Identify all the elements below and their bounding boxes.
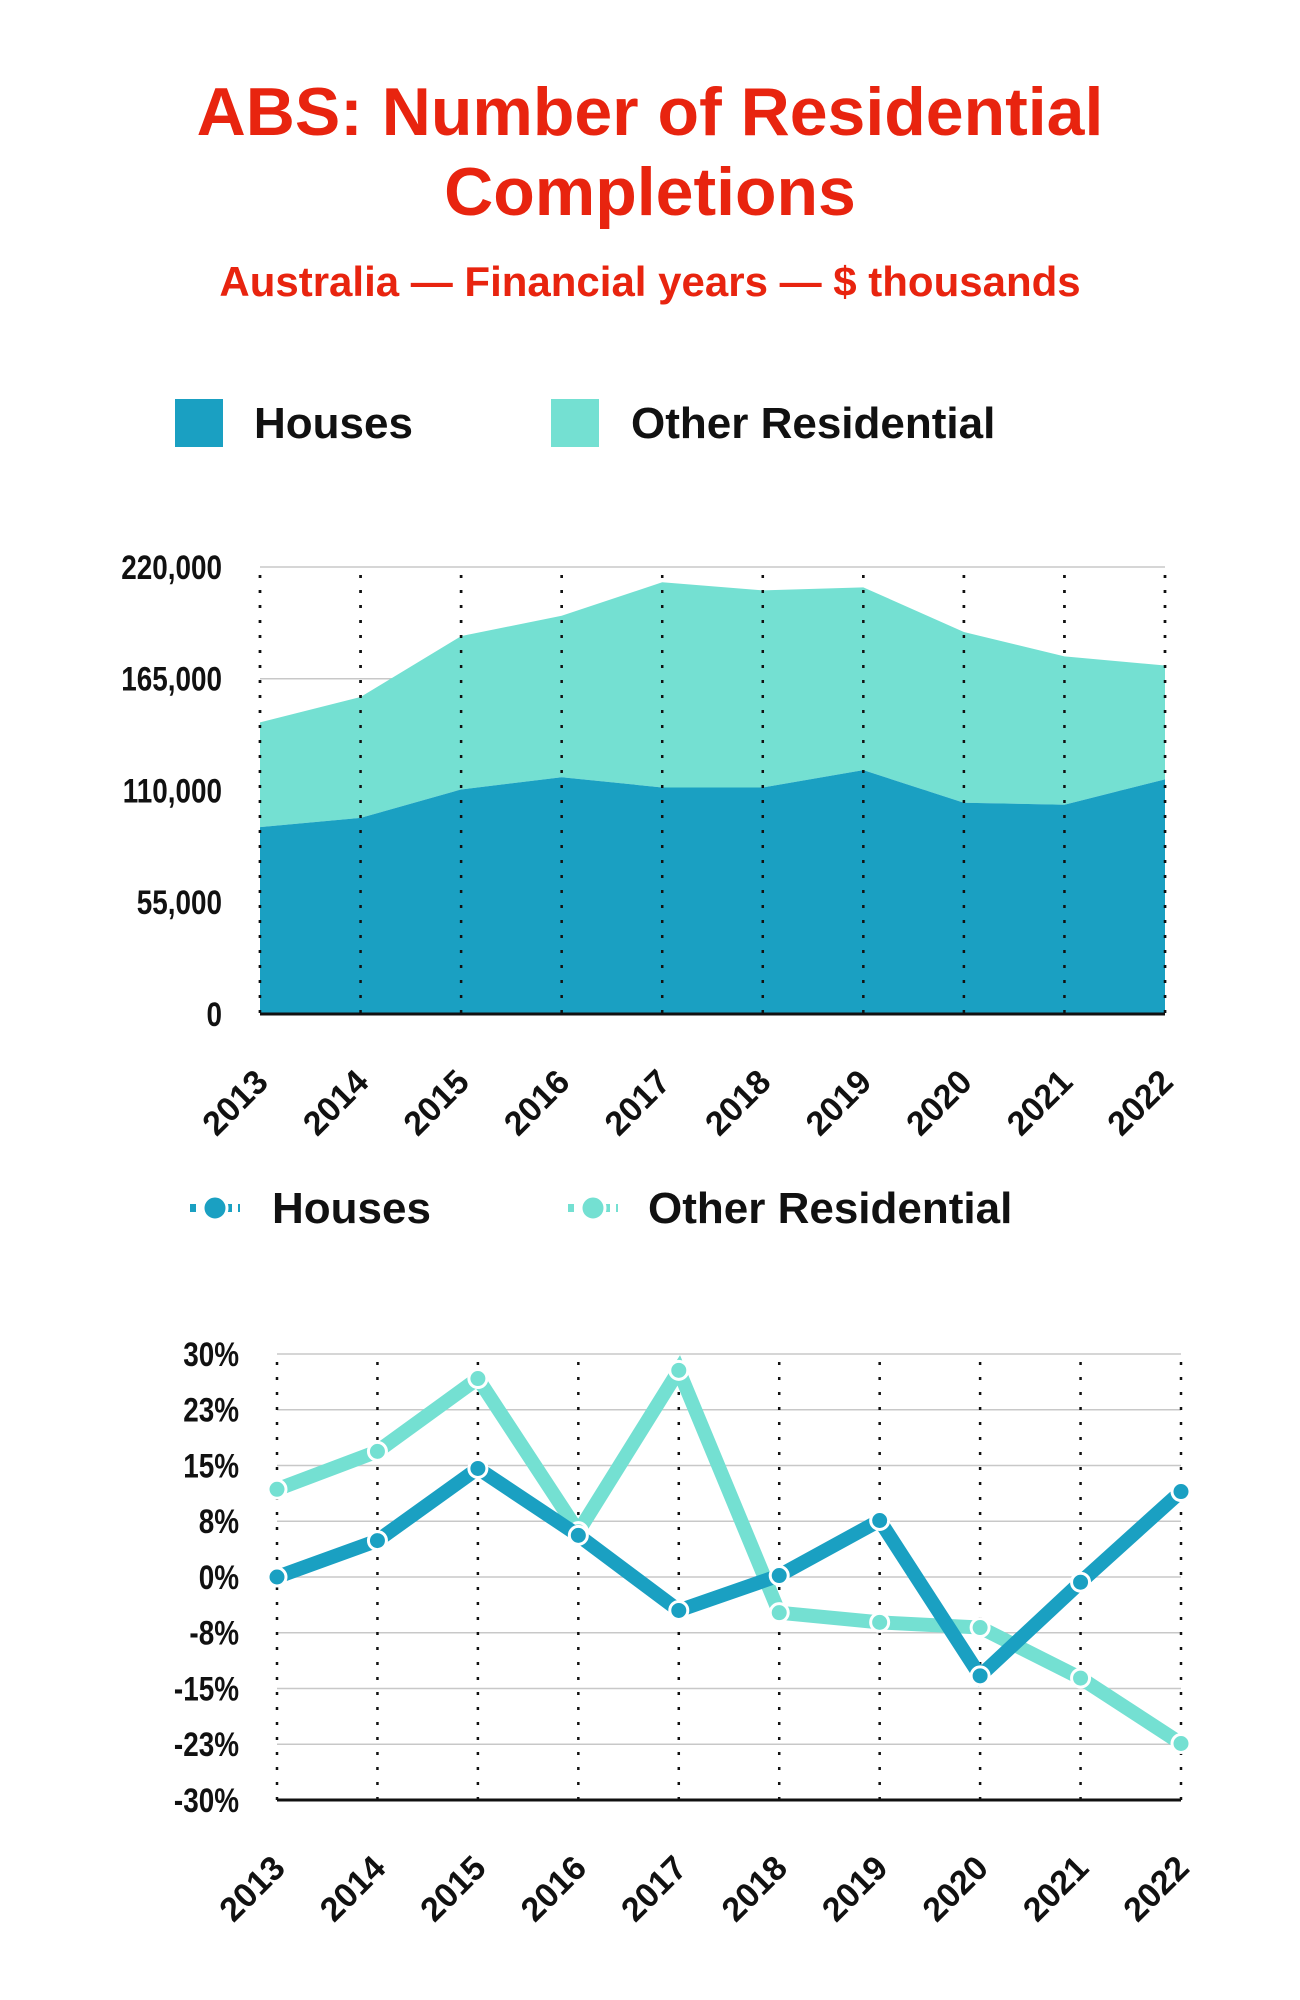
area-other-residential — [260, 582, 1165, 828]
y-tick-label: 8% — [199, 1503, 239, 1541]
x-tick-label: 2014 — [313, 1849, 393, 1929]
area-houses — [260, 770, 1165, 1014]
x-tick-label: 2022 — [1100, 1063, 1180, 1143]
x-tick-label: 2015 — [413, 1849, 493, 1929]
x-tick-label: 2015 — [396, 1063, 476, 1143]
data-point — [1070, 1667, 1092, 1689]
data-point — [567, 1524, 589, 1546]
x-tick-label: 2013 — [212, 1849, 292, 1929]
y-tick-label: -15% — [174, 1670, 239, 1708]
y-tick-label: 30% — [183, 1335, 239, 1373]
x-tick-label: 2017 — [614, 1849, 694, 1929]
x-tick-label: 2019 — [815, 1849, 895, 1929]
y-tick-label: 23% — [183, 1391, 239, 1429]
x-tick-label: 2017 — [598, 1063, 678, 1143]
y-tick-label: 0 — [206, 995, 222, 1033]
legend-label-houses: Houses — [272, 1184, 431, 1233]
data-point — [768, 1565, 790, 1587]
x-tick-label: 2020 — [915, 1849, 995, 1929]
legend-marker-icon — [201, 1194, 229, 1222]
data-point — [869, 1611, 891, 1633]
data-point — [869, 1510, 891, 1532]
x-tick-label: 2014 — [296, 1063, 376, 1143]
series-line-houses — [274, 1459, 1186, 1687]
x-tick-label: 2016 — [514, 1849, 594, 1929]
data-point — [1170, 1733, 1192, 1755]
data-point — [668, 1359, 690, 1381]
data-point — [1070, 1571, 1092, 1593]
legend-label-other-residential: Other Residential — [648, 1184, 1012, 1233]
y-tick-label: 165,000 — [121, 660, 222, 698]
y-tick-label: 0% — [199, 1558, 239, 1596]
data-point — [266, 1478, 288, 1500]
y-tick-label: 15% — [183, 1447, 239, 1485]
legend-label-houses: Houses — [254, 399, 413, 448]
x-tick-label: 2021 — [1000, 1063, 1080, 1143]
y-tick-label: -8% — [189, 1614, 239, 1652]
data-point — [668, 1599, 690, 1621]
series-line-other-residential — [274, 1355, 1185, 1750]
x-tick-label: 2019 — [799, 1063, 879, 1143]
data-point — [366, 1530, 388, 1552]
data-point — [366, 1440, 388, 1462]
data-point — [969, 1617, 991, 1639]
legend-swatch-icon — [175, 399, 223, 447]
chart-subtitle: Australia — Financial years — $ thousand… — [219, 258, 1081, 305]
data-point — [768, 1602, 790, 1624]
x-tick-label: 2016 — [497, 1063, 577, 1143]
x-tick-label: 2020 — [899, 1063, 979, 1143]
data-point — [467, 1368, 489, 1390]
data-point — [467, 1457, 489, 1479]
x-tick-label: 2013 — [195, 1063, 275, 1143]
data-point — [969, 1665, 991, 1687]
x-tick-label: 2021 — [1016, 1849, 1096, 1929]
x-tick-label: 2018 — [698, 1063, 778, 1143]
x-tick-label: 2018 — [715, 1849, 795, 1929]
y-tick-label: 110,000 — [123, 772, 222, 810]
data-point — [1170, 1481, 1192, 1503]
y-tick-label: -30% — [174, 1781, 239, 1819]
legend-label-other-residential: Other Residential — [631, 399, 995, 448]
y-tick-label: 220,000 — [121, 548, 222, 586]
y-tick-label: 55,000 — [137, 884, 222, 922]
y-tick-label: -23% — [174, 1726, 239, 1764]
data-point — [266, 1566, 288, 1588]
chart-title: ABS: Number of Residential Completions — [196, 74, 1104, 230]
x-tick-label: 2022 — [1116, 1849, 1196, 1929]
legend-swatch-icon — [551, 399, 599, 447]
legend-marker-icon — [579, 1194, 607, 1222]
